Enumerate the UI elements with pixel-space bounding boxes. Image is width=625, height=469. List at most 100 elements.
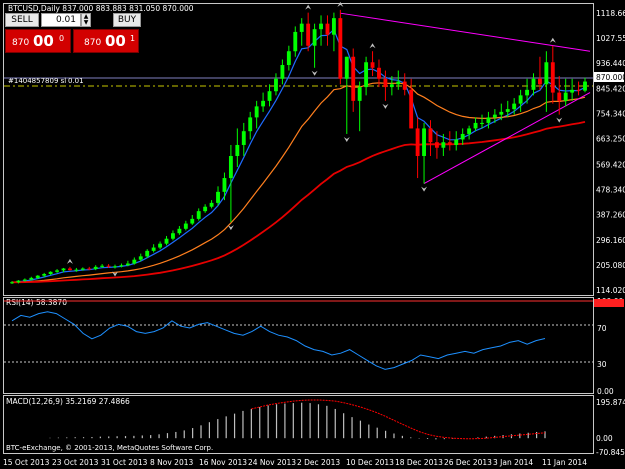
candle-body (525, 89, 529, 96)
candle-body (216, 191, 220, 203)
candle-body (100, 265, 105, 267)
candle-body (203, 206, 208, 212)
candle-body (344, 56, 349, 79)
candle-body (10, 282, 14, 284)
candle-body (235, 144, 240, 157)
candle-body (261, 100, 266, 107)
price-axis-tick: 663.250 (596, 135, 625, 144)
sell-price-small: 870 (12, 38, 30, 48)
candle-body (183, 223, 188, 229)
candle-body (422, 128, 426, 157)
candle-body (48, 271, 53, 275)
price-axis-tick: 205.080 (596, 261, 625, 270)
lot-stepper[interactable]: ▲ ▼ (81, 13, 91, 27)
candlesticks (10, 9, 587, 284)
date-axis-tick: 8 Nov 2013 (150, 458, 193, 467)
candle-body (93, 266, 98, 270)
candle-body (563, 92, 568, 101)
candle-body (338, 18, 343, 79)
ma-slow-line (11, 121, 586, 284)
rsi-header: RSI(14) 58.3870 (6, 298, 67, 307)
buy-price-box[interactable]: 870 00 1 (73, 29, 139, 53)
candle-body (286, 51, 291, 66)
price-axis-tick: 569.420 (596, 160, 625, 169)
macd-axis-tick: 0.00 (596, 434, 613, 443)
fractal-down-marker (421, 186, 428, 192)
candle-body (299, 23, 304, 32)
lot-size-input[interactable]: 0.01 (41, 13, 81, 27)
fractal-up-marker (305, 4, 312, 10)
rsi-axis-tick: 30 (597, 360, 607, 369)
chart-header: BTCUSD,Daily 837.000 883.883 831.050 870… (8, 4, 194, 13)
macd-signal-line (251, 399, 546, 440)
fractal-down-marker (382, 103, 389, 109)
price-axis-tick: 754.340 (596, 109, 625, 118)
support-trendline (423, 92, 591, 185)
rsi-line (11, 311, 546, 370)
candle-body (171, 233, 175, 239)
candle-body (364, 62, 369, 88)
candle-body (106, 265, 111, 267)
candle-body (293, 31, 298, 52)
buy-price-big: 00 (105, 32, 126, 50)
fractal-down-marker (343, 136, 350, 142)
candle-body (138, 256, 143, 260)
candle-body (409, 89, 414, 129)
macd-axis-tick: -70.8456 (596, 448, 625, 457)
candle-body (480, 122, 484, 124)
candle-body (441, 142, 446, 148)
sell-price-box[interactable]: 870 00 0 (5, 29, 71, 53)
price-axis-tick: 114.020 (596, 286, 625, 295)
macd-histogram (49, 402, 546, 440)
fractal-down-marker (227, 225, 234, 231)
candle-body (486, 117, 491, 123)
candle-body (306, 23, 311, 46)
candle-body (16, 280, 21, 283)
date-axis-tick: 16 Nov 2013 (199, 458, 247, 467)
macd-axis: 195.8742 0.00 -70.8456 (596, 398, 625, 457)
price-axis-tick: 387.260 (596, 211, 625, 220)
trendlines (340, 12, 591, 185)
candle-body (460, 133, 465, 140)
rsi-axis-tick: 70 (597, 324, 607, 333)
order-line-label: #1404857809 sl (8, 77, 66, 85)
date-axis-tick: 10 Dec 2013 (346, 458, 394, 467)
sell-button[interactable]: SELL (5, 13, 39, 27)
candle-body (357, 87, 362, 101)
price-axis-tick: 296.160 (596, 236, 625, 245)
fractal-up-marker (337, 1, 344, 7)
date-axis-tick: 3 Jan 2014 (493, 458, 533, 467)
candle-body (29, 277, 34, 280)
candle-body (22, 279, 27, 281)
price-axis: 1118.660 1027.550 936.440 845.420 754.340 663… (596, 9, 625, 295)
date-axis-tick: 2 Dec 2013 (297, 458, 340, 467)
candle-body (319, 23, 323, 30)
candle-body (87, 268, 92, 270)
current-price-tag (594, 72, 624, 82)
candle-body (280, 65, 285, 79)
candle-body (68, 268, 72, 271)
candle-body (158, 243, 163, 248)
candle-body (209, 202, 214, 207)
candle-body (544, 62, 549, 85)
rsi-axis-tick: 0.00 (597, 387, 614, 396)
date-axis-tick: 15 Oct 2013 (3, 458, 50, 467)
candle-body (492, 114, 497, 118)
candle-body (119, 265, 124, 267)
candle-body (499, 111, 504, 115)
fractal-markers (66, 1, 563, 277)
candle-body (370, 62, 375, 68)
buy-button[interactable]: BUY (113, 13, 141, 27)
candle-body (151, 247, 156, 251)
candle-body (241, 131, 246, 145)
ma-fast-line (11, 28, 586, 283)
date-axis-tick: 11 Jan 2014 (542, 458, 587, 467)
date-axis-tick: 18 Dec 2013 (395, 458, 443, 467)
candle-body (74, 269, 79, 271)
candle-body (550, 62, 555, 93)
candle-body (538, 78, 542, 85)
fractal-down-marker (112, 271, 119, 277)
sell-price-big: 00 (33, 32, 54, 50)
candle-body (267, 91, 272, 101)
